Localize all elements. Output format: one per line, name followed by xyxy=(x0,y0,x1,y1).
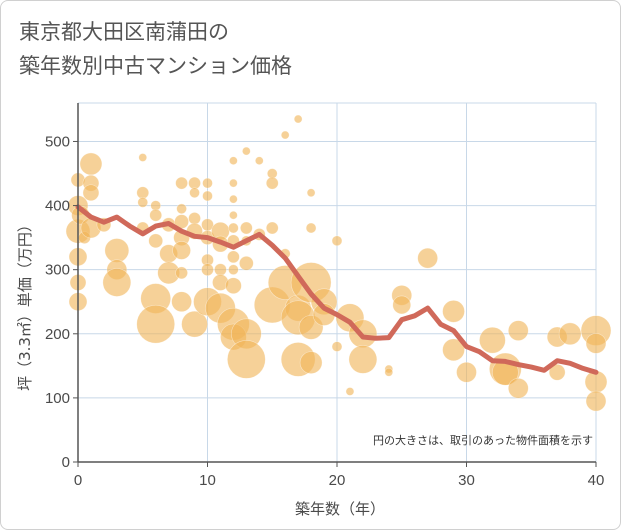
bubble-point xyxy=(585,333,607,354)
x-tick-label: 0 xyxy=(74,472,82,489)
bubble-point xyxy=(442,338,465,362)
bubble-point xyxy=(456,361,477,383)
bubble-point xyxy=(306,188,316,198)
bubble-point xyxy=(181,310,208,338)
bubble-point xyxy=(228,222,239,234)
bubble-point xyxy=(345,387,355,396)
bubble-point xyxy=(228,264,239,275)
bubble-point xyxy=(102,268,132,297)
bubble-point xyxy=(585,390,607,412)
size-note: 円の大きさは、取引のあった物件面積を示す xyxy=(373,433,593,447)
bubble-point xyxy=(384,367,394,377)
bubble-point xyxy=(79,152,103,176)
bubble-layer xyxy=(65,114,612,412)
bubble-point xyxy=(82,184,100,202)
axes xyxy=(73,103,597,467)
y-tick-label: 0 xyxy=(62,454,70,471)
bubble-point xyxy=(417,247,438,269)
x-tick-label: 20 xyxy=(329,472,346,489)
bubble-point xyxy=(479,326,506,354)
bubble-point xyxy=(280,130,290,140)
bubble-point xyxy=(138,153,148,162)
bubble-point xyxy=(392,295,412,315)
x-tick-label: 30 xyxy=(458,472,475,489)
bubble-point xyxy=(188,212,201,225)
bubble-point xyxy=(225,277,242,295)
y-tick-label: 200 xyxy=(45,326,70,343)
bubble-point xyxy=(548,363,566,381)
bubble-point xyxy=(293,114,303,124)
y-tick-label: 300 xyxy=(45,262,70,279)
bubble-point xyxy=(348,345,378,374)
bubble-point xyxy=(172,241,191,260)
bubble-point xyxy=(331,341,343,352)
bubble-point xyxy=(227,340,266,379)
bubble-point xyxy=(202,177,213,189)
bubble-point xyxy=(558,322,582,346)
y-tick-label: 100 xyxy=(45,390,70,407)
bubble-point xyxy=(239,255,254,271)
bubble-point xyxy=(507,377,529,399)
bubble-point xyxy=(188,176,201,190)
y-tick-label: 500 xyxy=(45,133,70,150)
bubble-point xyxy=(240,221,253,235)
bubble-point xyxy=(229,210,238,220)
x-axis-label: 築年数（年） xyxy=(295,500,385,518)
bubble-point xyxy=(229,194,238,204)
bubble-point xyxy=(149,208,162,222)
bubble-point xyxy=(201,263,214,276)
grid-lines xyxy=(78,102,597,462)
bubble-point xyxy=(242,146,251,156)
bubble-point xyxy=(331,235,343,247)
bubble-point xyxy=(265,221,279,235)
bubble-point xyxy=(202,190,213,202)
bubble-point xyxy=(189,187,200,199)
bubble-point xyxy=(176,203,187,215)
bubble-point xyxy=(229,156,238,165)
bubble-point xyxy=(305,222,317,234)
bubble-point xyxy=(171,291,192,313)
bubble-point xyxy=(175,266,188,280)
bubble-point xyxy=(175,176,188,190)
x-tick-label: 10 xyxy=(199,472,216,489)
trend-line-layer xyxy=(75,204,599,375)
chart-title-line2: 築年数別中古マンション価格 xyxy=(19,54,292,78)
average-price-line xyxy=(75,204,599,375)
x-tick-label: 40 xyxy=(588,472,605,489)
bubble-point xyxy=(229,178,238,188)
bubble-point xyxy=(299,351,323,374)
y-axis-label: 坪（3.3㎡）単価（万円） xyxy=(16,217,34,391)
bubble-point xyxy=(148,233,163,249)
chart-title: 東京都大田区南蒲田の 築年数別中古マンション価格 xyxy=(19,15,292,83)
bubble-point xyxy=(254,156,264,165)
bubble-point xyxy=(227,250,240,264)
bubble-point xyxy=(104,238,130,263)
y-tick-label: 400 xyxy=(45,198,70,215)
bubble-point xyxy=(265,176,279,190)
bubble-point xyxy=(137,197,149,208)
bubble-point xyxy=(136,304,175,344)
bubble-point xyxy=(136,186,150,200)
bubble-point xyxy=(442,300,465,323)
bubble-point xyxy=(214,263,227,276)
chart-title-line1: 東京都大田区南蒲田の xyxy=(19,20,229,44)
bubble-point xyxy=(507,320,529,341)
